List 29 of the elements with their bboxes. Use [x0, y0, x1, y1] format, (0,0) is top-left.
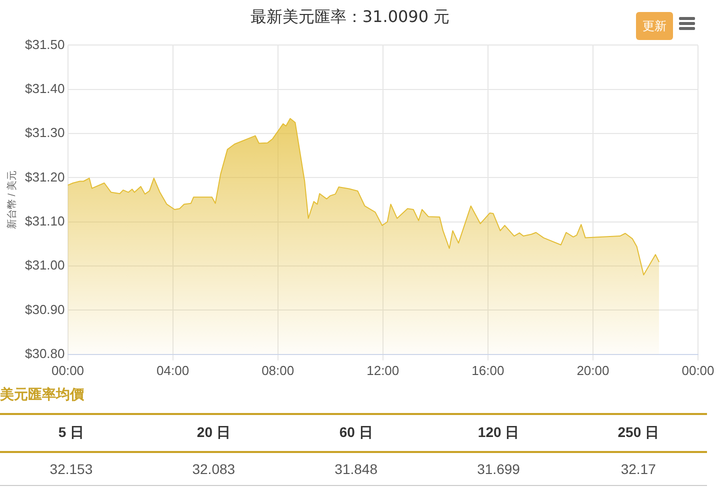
chart-title: 最新美元匯率：31.0090 元	[250, 6, 450, 26]
y-tick-label: $31.40	[24, 80, 65, 96]
x-tick-label: 12:00	[366, 362, 400, 378]
category-label: 60 日	[284, 414, 428, 452]
x-tick-label: 00:00	[682, 362, 714, 378]
x-tick-label: 16:00	[472, 362, 504, 378]
x-tick-label: 20:00	[576, 362, 610, 378]
data-label: 32.17	[570, 452, 707, 486]
y-tick-label: $31.00	[24, 258, 65, 273]
x-tick-label: 00:00	[51, 362, 84, 378]
category-label: 5 日	[0, 414, 142, 452]
y-tick-label: $30.80	[24, 346, 65, 361]
data-label: 31.848	[284, 452, 428, 486]
data-label: 31.699	[427, 452, 570, 486]
y-tick-label: $31.50	[24, 36, 65, 52]
y-tick-label: $30.90	[24, 302, 65, 317]
y-tick-label: $31.30	[24, 125, 65, 140]
y-tick-label: $31.10	[24, 213, 65, 228]
category-label: 250 日	[570, 414, 707, 452]
data-label: 32.083	[142, 452, 285, 486]
text: 更新	[636, 12, 673, 40]
data-label: 32.153	[0, 452, 142, 486]
y-tick-label: $31.20	[24, 169, 65, 184]
category-label: 120 日	[427, 414, 570, 452]
text: 美元匯率均價	[0, 386, 85, 404]
y-axis-title: 新台幣 / 美元	[6, 170, 18, 229]
category-label: 20 日	[142, 414, 285, 452]
x-tick-label: 04:00	[156, 362, 190, 378]
x-tick-label: 08:00	[262, 362, 294, 378]
